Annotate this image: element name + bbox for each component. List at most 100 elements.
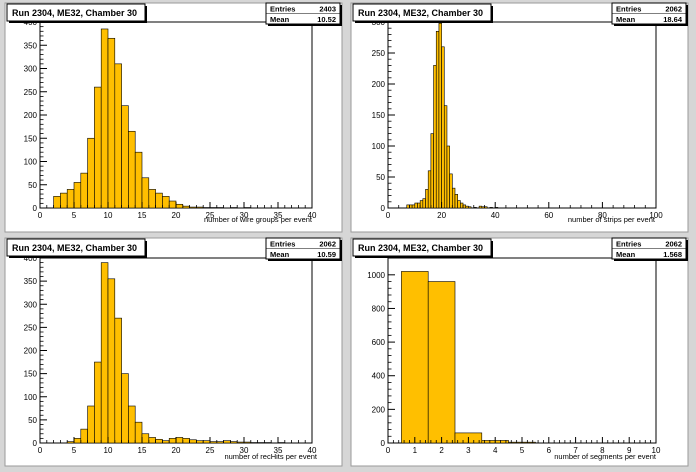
stats-mean-label: Mean [616,250,636,259]
histogram-bar [454,194,458,209]
x-tick-label: 0 [38,446,43,455]
chart-title: Run 2304, ME32, Chamber 30 [358,8,483,18]
histogram-bar [128,405,136,444]
y-tick-label: 100 [24,393,38,402]
stats-entries-label: Entries [616,240,641,249]
histogram-bar [73,182,82,209]
x-tick-label: 15 [138,211,147,220]
y-tick-label: 50 [28,181,37,190]
histogram-bar [87,137,95,209]
x-tick-label: 20 [172,446,181,455]
x-tick-label: 40 [308,446,317,455]
histogram-bar [438,22,442,209]
histogram-bar [175,203,184,209]
x-tick-label: 100 [649,211,663,220]
y-tick-label: 200 [24,347,38,356]
title-box [352,3,492,22]
histogram-bar [452,187,456,209]
histogram-bar [121,105,129,209]
histogram-bar [128,130,136,209]
histogram-bar [155,192,163,209]
histogram-bar [457,200,461,209]
histogram-bar [155,438,163,444]
histogram-bar [107,278,116,444]
x-tick-label: 9 [627,446,632,455]
histogram-bar [100,28,109,209]
histogram-bar [168,438,177,444]
histogram-bar [168,200,177,209]
histogram-bar [473,207,477,209]
histogram-bar [468,206,472,209]
y-tick-label: 300 [24,300,38,309]
y-tick-label: 350 [24,41,38,50]
histogram-bar [484,206,488,209]
histogram-bar [141,433,150,444]
histogram-bar [134,151,143,209]
histogram-bar [162,196,170,209]
histogram-bar [462,204,467,209]
histogram-bar [141,177,150,209]
x-tick-label: 5 [72,446,77,455]
plot-frame [39,257,313,444]
chart-title: Run 2304, ME32, Chamber 30 [12,243,137,253]
histogram-bar [409,204,413,209]
stats-mean-label: Mean [616,15,636,24]
y-tick-label: 100 [372,142,386,151]
y-tick-label: 250 [24,88,38,97]
stats-entries-label: Entries [270,240,295,249]
x-axis-label: number of wire groups per event [204,215,313,224]
x-tick-label: 10 [652,446,661,455]
x-tick-label: 35 [274,211,283,220]
stats-mean-label: Mean [270,15,290,24]
x-tick-label: 20 [172,211,181,220]
y-tick-label: 300 [24,65,38,74]
histogram-bar [162,440,170,444]
histogram-bar [427,170,432,209]
x-tick-label: 60 [544,211,553,220]
stats-mean-value: 10.59 [317,250,336,259]
y-tick-label: 150 [372,111,386,120]
y-tick-label: 200 [24,111,38,120]
histogram-bar [209,441,218,444]
x-tick-label: 1 [413,446,418,455]
histogram-bar [401,271,429,444]
title-box [352,238,492,257]
stats-mean-value: 10.52 [317,15,336,24]
x-tick-label: 5 [72,211,77,220]
x-axis-label: number of recHits per event [224,452,317,461]
panel-segments: 0 1 2 3 4 5 6 7 8 9 10 0 200 400 600 800 1000 number of s… [350,237,689,467]
x-tick-label: 80 [598,211,607,220]
x-tick-label: 15 [138,446,147,455]
x-tick-label: 40 [491,211,500,220]
histogram-bar [114,317,122,444]
y-tick-label: 800 [372,304,386,313]
x-tick-label: 0 [386,211,391,220]
y-tick-label: 350 [24,277,38,286]
histogram-bar [189,206,197,209]
histogram-bar [422,198,426,209]
y-tick-label: 250 [372,49,386,58]
y-tick-label: 0 [33,204,38,213]
histogram-bar [430,133,434,209]
histogram-bar [80,428,88,444]
y-tick-label: 0 [381,439,386,448]
histogram-bar [414,202,418,209]
y-tick-label: 0 [33,439,38,448]
histogram-bar [406,204,410,209]
histogram-bar [66,189,75,209]
histogram-bar [230,441,238,444]
histogram-bar [73,438,82,444]
y-tick-label: 200 [372,405,386,414]
histogram-bar [411,204,416,209]
x-tick-label: 7 [573,446,578,455]
y-tick-label: 1000 [367,271,385,280]
stats-entries-label: Entries [270,5,295,14]
histogram-bar [236,441,245,444]
histogram-bar [114,63,122,209]
stats-entries-value: 2062 [319,240,336,249]
histogram-bar [196,206,204,209]
chart-title: Run 2304, ME32, Chamber 30 [358,243,483,253]
histogram-bar [223,440,231,444]
histogram-bar [60,192,68,209]
histogram-bar [148,437,156,444]
